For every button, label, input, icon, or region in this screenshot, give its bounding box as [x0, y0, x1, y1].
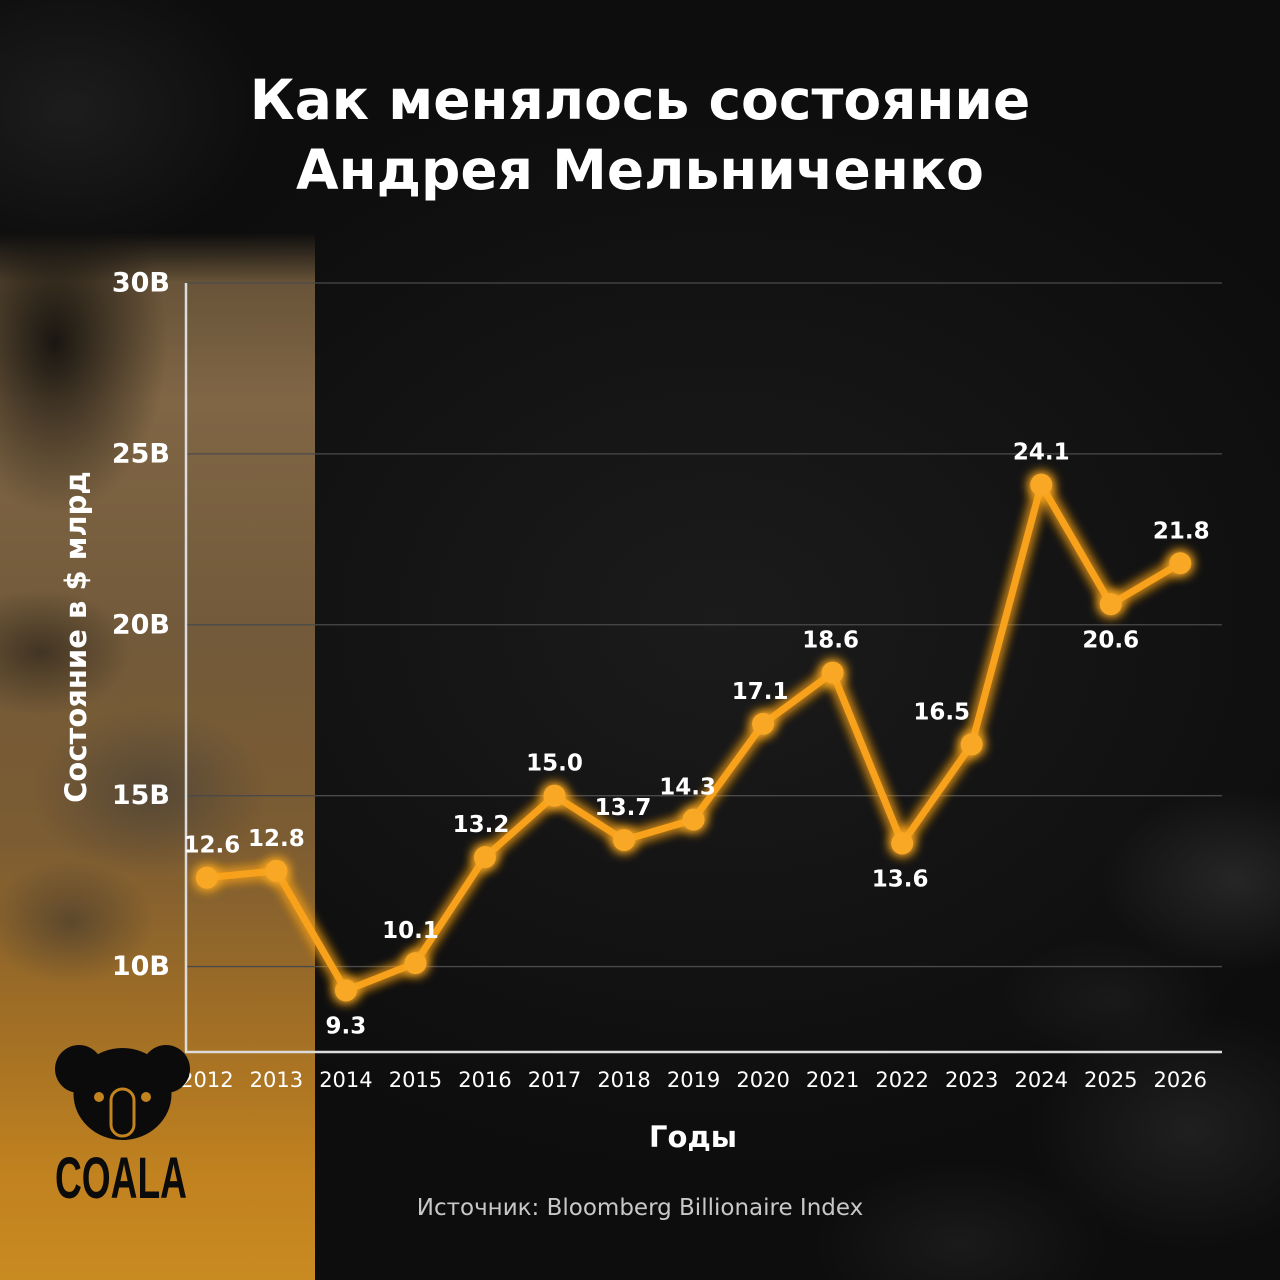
x-tick-label-2013: 2013: [250, 1068, 303, 1092]
series-line: [203, 481, 1184, 994]
x-tick-label-2018: 2018: [597, 1068, 650, 1092]
coala-logo: COALA: [55, 1045, 195, 1211]
source-note: Источник: Bloomberg Billionaire Index: [416, 1195, 864, 1221]
data-label-2017: 15.0: [526, 751, 583, 777]
x-tick-label-2023: 2023: [945, 1068, 998, 1092]
y-tick-label-30: 30B: [112, 268, 170, 299]
data-points: [195, 473, 1192, 1002]
x-tick-label-2015: 2015: [389, 1068, 442, 1092]
chart-title: Как менялось состояние Андрея Мельниченк…: [0, 65, 1280, 205]
data-point-2020: [752, 712, 775, 735]
data-label-2024: 24.1: [1013, 440, 1070, 466]
data-point-2015: [404, 952, 427, 975]
data-point-2012: [195, 866, 218, 889]
data-label-2014: 9.3: [326, 1013, 367, 1039]
koala-eye-right: [141, 1092, 151, 1102]
y-tick-label-25: 25B: [112, 438, 170, 469]
data-point-2025: [1099, 593, 1122, 616]
x-tick-label-2021: 2021: [806, 1068, 859, 1092]
x-tick-label-2020: 2020: [736, 1068, 789, 1092]
chart-title-line-2: Андрея Мельниченко: [296, 138, 984, 202]
data-point-2026: [1169, 552, 1192, 575]
data-point-2021: [821, 661, 844, 684]
data-label-2016: 13.2: [453, 812, 510, 838]
data-point-2024: [1030, 473, 1053, 496]
x-tick-label-2019: 2019: [667, 1068, 720, 1092]
y-tick-label-10: 10B: [112, 951, 170, 982]
gridlines: [186, 282, 1222, 968]
x-tick-label-2017: 2017: [528, 1068, 581, 1092]
data-label-2019: 14.3: [659, 775, 716, 801]
data-label-2026: 21.8: [1153, 518, 1210, 544]
data-label-2025: 20.6: [1082, 627, 1139, 653]
x-tick-label-2014: 2014: [319, 1068, 372, 1092]
koala-icon: [55, 1045, 190, 1140]
koala-eye-left: [94, 1092, 104, 1102]
data-point-2013: [265, 859, 288, 882]
x-tick-labels: 2012 2013 2014 2015 2016 2017 2018 2019 2020 2021…: [180, 1068, 1207, 1092]
data-point-2019: [682, 808, 705, 831]
data-label-2023: 16.5: [913, 699, 970, 725]
data-label-2013: 12.8: [248, 826, 305, 852]
data-label-2022: 13.6: [872, 867, 929, 893]
chart-title-line-1: Как менялось состояние: [249, 68, 1031, 132]
data-label-2021: 18.6: [802, 628, 859, 654]
koala-nose: [109, 1087, 136, 1138]
data-label-2018: 13.7: [595, 795, 652, 821]
data-label-2020: 17.1: [732, 679, 789, 705]
data-label-2015: 10.1: [382, 918, 439, 944]
x-tick-label-2024: 2024: [1014, 1068, 1067, 1092]
data-point-2023: [960, 733, 983, 756]
x-tick-label-2025: 2025: [1084, 1068, 1137, 1092]
data-labels: 12.6 12.8 9.3 10.1 13.2 15.0 13.7 14.3 17.1 18.6 1…: [183, 440, 1209, 1040]
data-point-2014: [334, 979, 357, 1002]
y-tick-labels: 10B 15B 20B 25B 30B: [112, 268, 170, 983]
x-tick-label-2026: 2026: [1154, 1068, 1207, 1092]
x-axis-label: Годы: [648, 1120, 738, 1154]
data-point-2022: [891, 832, 914, 855]
y-tick-label-15: 15B: [112, 780, 170, 811]
x-tick-label-2016: 2016: [458, 1068, 511, 1092]
data-label-2012: 12.6: [183, 833, 240, 859]
logo-wordmark: COALA: [55, 1146, 187, 1211]
data-point-2017: [543, 784, 566, 807]
data-point-2016: [473, 846, 496, 869]
data-point-2018: [613, 829, 636, 852]
y-tick-label-20: 20B: [112, 609, 170, 640]
x-tick-label-2022: 2022: [875, 1068, 928, 1092]
